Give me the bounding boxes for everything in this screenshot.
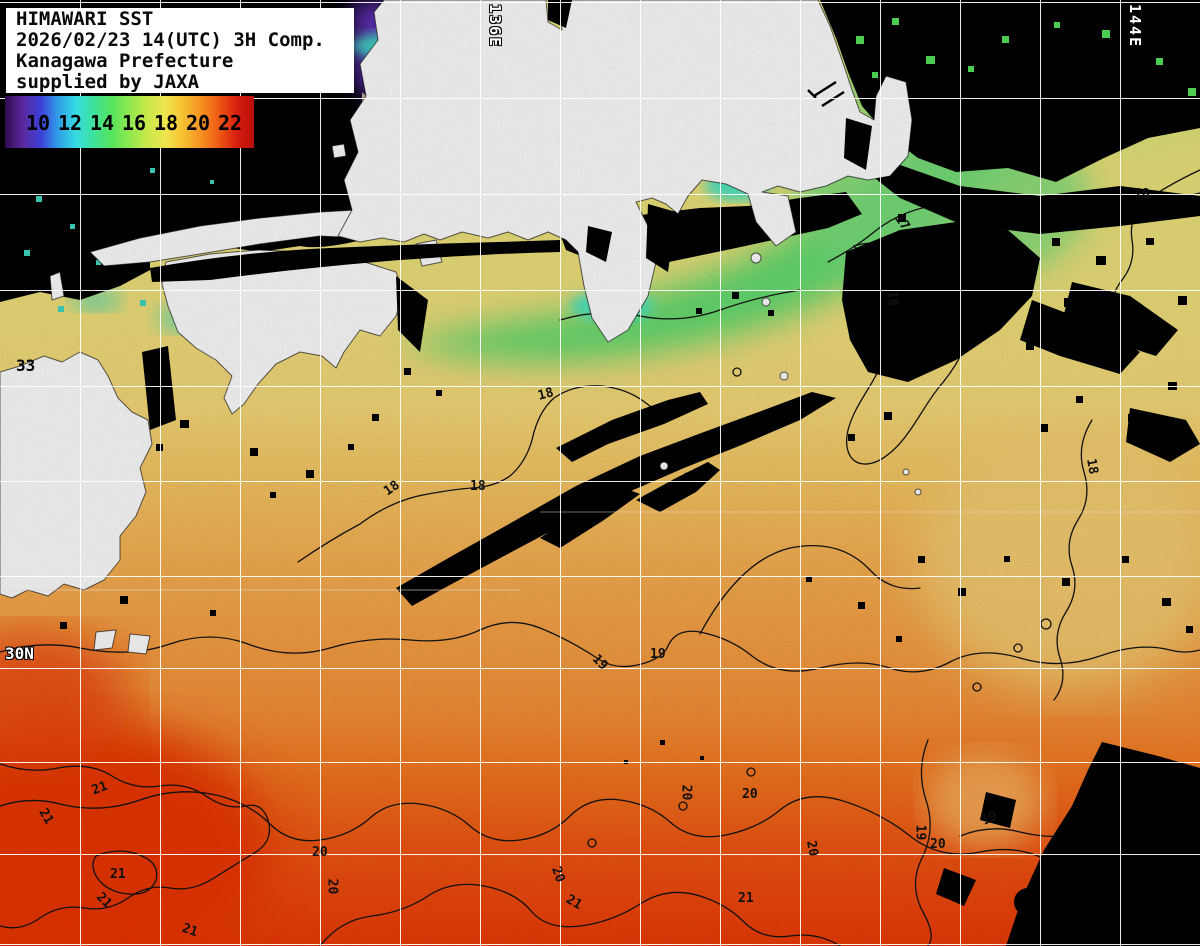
grid-line-vertical bbox=[640, 0, 641, 946]
contour-temp-label: 19 bbox=[912, 824, 928, 841]
grid-line-horizontal bbox=[0, 98, 1200, 99]
grid-line-horizontal bbox=[0, 576, 1200, 577]
contour-temp-label: 18 bbox=[470, 479, 486, 494]
colorbar-tick-label: 20 bbox=[186, 111, 211, 135]
contour-temp-label: 20 bbox=[324, 878, 340, 895]
longitude-label: 136E bbox=[486, 4, 504, 49]
contour-temp-label: 21 bbox=[738, 891, 754, 906]
grid-line-horizontal bbox=[0, 386, 1200, 387]
colorbar-tick-label: 12 bbox=[58, 111, 83, 135]
grid-line-vertical bbox=[960, 0, 961, 946]
contour-temp-label: 21 bbox=[110, 867, 126, 882]
contour-temp-label: 18 bbox=[1134, 187, 1150, 202]
grid-line-vertical bbox=[880, 0, 881, 946]
grid-line-vertical bbox=[240, 0, 241, 946]
colorbar-tick-label: 22 bbox=[218, 111, 243, 135]
grid-line-vertical bbox=[400, 0, 401, 946]
contour-temp-label: 20 bbox=[930, 837, 946, 852]
grid-line-vertical bbox=[1120, 0, 1121, 946]
grid-line-horizontal bbox=[0, 854, 1200, 855]
grid-line-horizontal bbox=[0, 2, 1200, 3]
grid-line-vertical bbox=[800, 0, 801, 946]
grid-line-horizontal bbox=[0, 194, 1200, 195]
contour-temp-label: 18 bbox=[1083, 457, 1101, 476]
grid-line-vertical bbox=[160, 0, 161, 946]
grid-line-horizontal bbox=[0, 290, 1200, 291]
contour-temp-label: 20 bbox=[742, 787, 758, 802]
contour-temp-label: 20 bbox=[678, 784, 694, 801]
grid-line-vertical bbox=[1040, 0, 1041, 946]
temperature-colorbar: 10 12 14 16 18 20 22 bbox=[5, 96, 254, 148]
grid-line-vertical bbox=[720, 0, 721, 946]
grid-line-vertical bbox=[560, 0, 561, 946]
contour-temp-label: 18 bbox=[884, 290, 900, 307]
title-line-product: HIMAWARI SST bbox=[16, 8, 154, 30]
title-line-credit: supplied by JAXA bbox=[16, 71, 200, 93]
grid-line-horizontal bbox=[0, 481, 1200, 482]
grid-line-horizontal bbox=[0, 762, 1200, 763]
title-line-datetime: 2026/02/23 14(UTC) 3H Comp. bbox=[16, 29, 325, 51]
title-line-region: Kanagawa Prefecture bbox=[16, 50, 234, 72]
title-box: HIMAWARI SST 2026/02/23 14(UTC) 3H Comp.… bbox=[6, 8, 354, 93]
colorbar-tick-label: 10 bbox=[26, 111, 51, 135]
colorbar-tick-label: 14 bbox=[90, 111, 115, 135]
contour-temp-label: 18 bbox=[536, 385, 556, 404]
colorbar-tick-label: 18 bbox=[154, 111, 179, 135]
grid-line-vertical bbox=[320, 0, 321, 946]
grid-line-horizontal bbox=[0, 944, 1200, 945]
latitude-label: 30N bbox=[5, 644, 34, 663]
grid-line-vertical bbox=[80, 0, 81, 946]
contour-temp-label: 20 bbox=[803, 839, 821, 858]
longitude-label: 144E bbox=[1126, 4, 1144, 49]
contour-temp-label: 19 bbox=[650, 647, 666, 662]
latitude-label: 33 bbox=[16, 356, 36, 375]
colorbar-tick-label: 16 bbox=[122, 111, 147, 135]
contour-temp-label: 20 bbox=[312, 845, 328, 860]
grid-line-vertical bbox=[480, 0, 481, 946]
grid-line-horizontal bbox=[0, 668, 1200, 669]
